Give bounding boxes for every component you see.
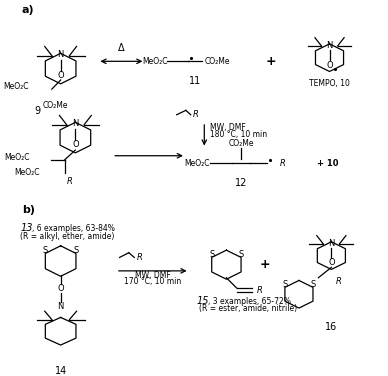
Text: N: N (328, 239, 334, 248)
Text: Δ: Δ (118, 43, 125, 53)
Text: CO₂Me: CO₂Me (229, 139, 254, 148)
Text: S: S (73, 246, 78, 255)
Text: MW, DMF: MW, DMF (135, 271, 171, 280)
Text: N: N (57, 50, 64, 59)
Text: MeO₂C: MeO₂C (184, 159, 210, 167)
Text: N: N (57, 302, 64, 311)
Text: 170 °C, 10 min: 170 °C, 10 min (124, 277, 181, 286)
Text: (R = ester, amide, nitrile): (R = ester, amide, nitrile) (199, 304, 297, 313)
Text: 13: 13 (20, 223, 33, 233)
Text: a): a) (22, 5, 35, 15)
Text: O: O (328, 258, 335, 267)
Text: 14: 14 (55, 366, 67, 376)
Text: S: S (210, 250, 215, 259)
Text: S: S (43, 246, 48, 255)
Text: CO₂Me: CO₂Me (204, 57, 230, 66)
Text: MeO₂C: MeO₂C (14, 168, 40, 177)
Text: TEMPO, 10: TEMPO, 10 (309, 79, 350, 88)
Text: MeO₂C: MeO₂C (142, 57, 168, 66)
Text: R: R (193, 110, 199, 119)
Text: S: S (282, 280, 288, 289)
Text: O: O (72, 140, 79, 149)
Text: S: S (310, 280, 315, 289)
Text: 12: 12 (235, 178, 247, 188)
Text: O: O (57, 284, 64, 293)
Text: MW, DMF: MW, DMF (210, 123, 246, 132)
Text: + 10: + 10 (317, 159, 338, 167)
Text: R: R (280, 159, 286, 167)
Text: O: O (326, 61, 333, 70)
Text: 11: 11 (189, 76, 201, 86)
Text: R: R (336, 277, 342, 287)
Text: +: + (260, 258, 270, 271)
Text: N: N (72, 119, 78, 128)
Text: 9: 9 (35, 106, 41, 116)
Text: MeO₂C: MeO₂C (4, 153, 29, 162)
Text: 180 °C, 10 min: 180 °C, 10 min (210, 130, 267, 139)
Text: N: N (326, 41, 333, 50)
Text: b): b) (22, 205, 35, 215)
Text: CO₂Me: CO₂Me (43, 101, 68, 110)
Text: +: + (265, 55, 276, 68)
Text: O: O (57, 71, 64, 80)
Text: R: R (67, 177, 73, 186)
Text: MeO₂C: MeO₂C (3, 82, 29, 91)
Text: , 6 examples, 63-84%: , 6 examples, 63-84% (32, 224, 115, 233)
Text: R: R (137, 253, 143, 262)
Text: 15: 15 (197, 296, 210, 306)
Text: , 3 examples, 65-72%: , 3 examples, 65-72% (208, 297, 291, 306)
Text: 16: 16 (325, 322, 338, 332)
Text: R: R (257, 286, 263, 295)
Text: (R = alkyl, ether, amide): (R = alkyl, ether, amide) (20, 232, 114, 241)
Text: S: S (238, 250, 243, 259)
